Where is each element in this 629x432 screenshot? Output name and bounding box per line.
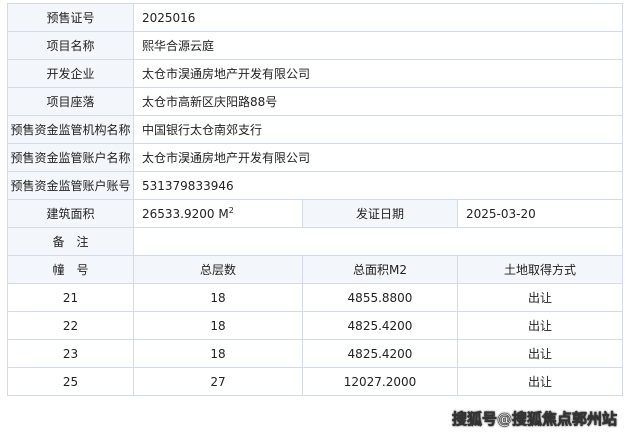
info-label: 项目名称: [7, 31, 134, 60]
building-cell: 出让: [456, 339, 624, 368]
presale-permit-table: 预售证号 2025016 项目名称 熙华合源云庭 开发企业 太仓市淏通房地产开发有限公司项…: [7, 3, 624, 396]
info-row: 预售证号 2025016: [7, 3, 624, 32]
building-cell: 4825.4200: [302, 339, 458, 368]
info-label: 开发企业: [7, 59, 134, 88]
building-row: 21 18 4855.8800 出让: [7, 283, 624, 312]
info-value: 太仓市淏通房地产开发有限公司: [132, 59, 624, 88]
building-cell: 12027.2000: [302, 367, 458, 396]
watermark: 搜狐号@搜狐焦点郭州站: [451, 410, 618, 429]
info-label: 项目座落: [7, 87, 134, 116]
date-value: 2025-03-20: [456, 199, 624, 228]
area-label: 建筑面积: [7, 199, 134, 228]
info-label: 预售证号: [7, 3, 134, 32]
info-value: 熙华合源云庭: [132, 31, 624, 60]
info-value: 中国银行太仓南郊支行: [132, 115, 624, 144]
building-cell: 出让: [456, 311, 624, 340]
header-total-area: 总面积M2: [302, 255, 458, 284]
building-cell: 出让: [456, 367, 624, 396]
header-land-method: 土地取得方式: [456, 255, 624, 284]
building-row: 22 18 4825.4200 出让: [7, 311, 624, 340]
info-row: 预售资金监管账户名称 太仓市淏通房地产开发有限公司: [7, 143, 624, 172]
remark-value: [132, 227, 624, 256]
buildings-header: 幢 号 总层数 总面积M2 土地取得方式: [7, 255, 624, 284]
info-row: 项目座落 太仓市高新区庆阳路88号: [7, 87, 624, 116]
info-value: 531379833946: [132, 171, 624, 200]
building-cell: 18: [133, 283, 303, 312]
building-cell: 21: [7, 283, 134, 312]
building-cell: 23: [7, 339, 134, 368]
date-label: 发证日期: [302, 199, 458, 228]
building-cell: 25: [7, 367, 134, 396]
info-value: 太仓市淏通房地产开发有限公司: [132, 143, 624, 172]
building-cell: 出让: [456, 283, 624, 312]
info-value: 2025016: [132, 3, 624, 32]
building-cell: 27: [133, 367, 303, 396]
remark-label: 备 注: [7, 227, 134, 256]
info-label: 预售资金监管机构名称: [7, 115, 134, 144]
area-value: 26533.9200 M2: [133, 199, 303, 228]
remark-row: 备 注: [7, 227, 624, 256]
building-cell: 4855.8800: [302, 283, 458, 312]
info-row: 开发企业 太仓市淏通房地产开发有限公司: [7, 59, 624, 88]
building-cell: 18: [133, 339, 303, 368]
info-label: 预售资金监管账户名称: [7, 143, 134, 172]
header-building-no: 幢 号: [7, 255, 134, 284]
area-number: 26533.9200 M: [142, 207, 229, 221]
building-cell: 18: [133, 311, 303, 340]
info-row: 预售资金监管机构名称 中国银行太仓南郊支行: [7, 115, 624, 144]
area-unit-sup: 2: [228, 206, 234, 215]
building-cell: 4825.4200: [302, 311, 458, 340]
building-row: 23 18 4825.4200 出让: [7, 339, 624, 368]
area-row: 建筑面积 26533.9200 M2 发证日期 2025-03-20: [7, 199, 624, 228]
info-row: 预售资金监管账户账号 531379833946: [7, 171, 624, 200]
building-cell: 22: [7, 311, 134, 340]
info-row: 项目名称 熙华合源云庭: [7, 31, 624, 60]
building-row: 25 27 12027.2000 出让: [7, 367, 624, 396]
info-label: 预售资金监管账户账号: [7, 171, 134, 200]
info-value: 太仓市高新区庆阳路88号: [132, 87, 624, 116]
header-floors: 总层数: [133, 255, 303, 284]
